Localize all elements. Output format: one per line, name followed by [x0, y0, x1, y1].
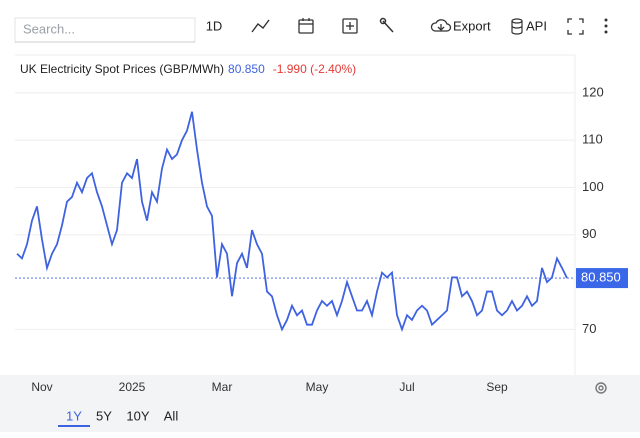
- x-tick-label: 2025: [119, 380, 146, 394]
- y-tick-label: 70: [582, 321, 596, 336]
- export-button[interactable]: Export: [453, 18, 491, 33]
- x-tick-label: Mar: [212, 380, 233, 394]
- header-price: 80.850: [228, 62, 265, 76]
- search-box[interactable]: [14, 17, 196, 43]
- range-button[interactable]: 5Y: [96, 408, 112, 423]
- footer-band: [0, 375, 640, 432]
- chart-title: UK Electricity Spot Prices (GBP/MWh): [20, 62, 224, 76]
- fullscreen-icon[interactable]: [567, 18, 584, 35]
- x-tick-label: Nov: [31, 380, 52, 394]
- tools-icon[interactable]: [379, 17, 394, 33]
- x-tick-label: Jul: [399, 380, 414, 394]
- add-icon[interactable]: [342, 18, 358, 34]
- y-tick-label: 100: [582, 179, 604, 194]
- x-tick-label: Sep: [486, 380, 508, 394]
- header-change: -1.990 (-2.40%): [273, 62, 356, 76]
- range-button[interactable]: 1Y: [66, 408, 82, 423]
- interval-button[interactable]: 1D: [206, 18, 223, 33]
- search-placeholder[interactable]: Search...: [23, 21, 75, 36]
- price-line: [16, 111, 568, 333]
- calendar-icon[interactable]: [298, 18, 314, 34]
- more-icon[interactable]: [604, 18, 608, 34]
- last-value-box: [576, 268, 628, 289]
- y-tick-label: 90: [582, 226, 596, 241]
- api-button[interactable]: API: [526, 18, 547, 33]
- export-icon[interactable]: [430, 19, 452, 32]
- last-value-label: 80.850: [581, 270, 621, 285]
- api-icon[interactable]: [511, 18, 523, 35]
- line-type-icon[interactable]: [251, 19, 270, 33]
- range-button[interactable]: 10Y: [126, 408, 149, 423]
- range-button[interactable]: All: [164, 408, 179, 423]
- x-tick-label: May: [306, 380, 329, 394]
- y-tick-label: 120: [582, 84, 604, 99]
- settings-icon[interactable]: [595, 382, 607, 394]
- y-tick-label: 110: [582, 132, 603, 147]
